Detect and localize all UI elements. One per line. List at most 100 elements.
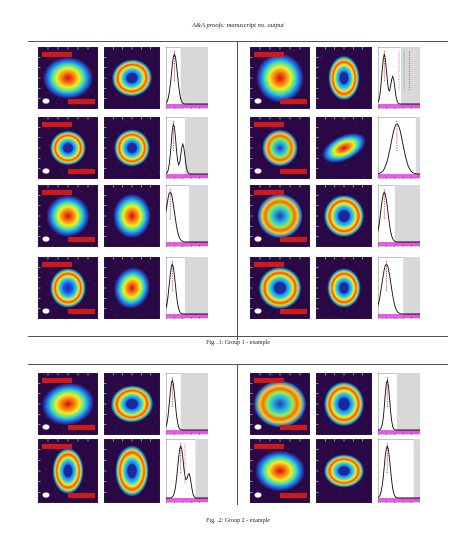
source-name-box: [254, 378, 284, 383]
profile-panel-row4-l: [166, 257, 208, 319]
beam-ellipse: [255, 308, 262, 313]
image-panel-row2-l-obs: [38, 117, 98, 179]
beam-ellipse: [43, 424, 50, 429]
figure-2-top-rule: [28, 364, 448, 365]
profile-panel-row6-l: [166, 439, 208, 503]
image-panel-row5-r-obs: [250, 373, 310, 435]
beam-ellipse: [43, 98, 50, 103]
profile-panel-row6-r: [378, 439, 420, 503]
scale-box: [280, 309, 307, 314]
source-emission: [46, 195, 89, 237]
noise-band: [378, 430, 420, 434]
beam-ellipse: [255, 424, 262, 429]
scale-box: [280, 237, 307, 242]
source-name-box: [254, 444, 284, 449]
profile-panel-row3-l: [166, 185, 208, 247]
beam-ellipse: [43, 492, 50, 497]
noise-band: [166, 104, 208, 108]
image-panel-row3-l-obs: [38, 185, 98, 247]
image-panel-row3-r-obs: [250, 185, 310, 247]
image-panel-row3-l-model: [104, 185, 160, 247]
figure-2-divider: [237, 365, 238, 505]
source-emission: [254, 380, 307, 427]
beam-ellipse: [43, 308, 50, 313]
image-panel-row6-r-obs: [250, 439, 310, 503]
scale-box: [280, 169, 307, 174]
image-panel-row4-r-obs: [250, 257, 310, 319]
image-panel-row6-l-model: [104, 439, 160, 503]
beam-shade: [185, 257, 208, 319]
image-panel-row2-r-model: [316, 117, 372, 179]
beam-shade: [414, 439, 420, 503]
source-emission: [257, 194, 303, 239]
beam-shade: [395, 185, 420, 247]
beam-ellipse: [43, 236, 50, 241]
figure-1-divider: [237, 42, 238, 340]
figure-1-top-rule: [28, 41, 448, 42]
beam-shade: [185, 117, 208, 179]
beam-shade: [416, 117, 420, 179]
scale-box: [68, 425, 95, 430]
noise-band: [166, 498, 208, 502]
image-panel-row1-l-obs: [38, 47, 98, 109]
scale-box: [280, 493, 307, 498]
image-panel-row1-l-model: [104, 47, 160, 109]
beam-shade: [181, 373, 208, 435]
noise-band: [166, 430, 208, 434]
noise-band: [378, 314, 420, 318]
noise-band: [378, 498, 420, 502]
profile-panel-row5-l: [166, 373, 208, 435]
beam-ellipse: [255, 98, 262, 103]
source-name-box: [254, 190, 284, 195]
noise-band: [378, 174, 420, 178]
scale-box: [280, 99, 307, 104]
source-name-box: [254, 262, 284, 267]
beam-shade: [181, 47, 208, 109]
image-panel-row5-r-model: [316, 373, 372, 435]
source-name-box: [42, 190, 72, 195]
beam-ellipse: [43, 168, 50, 173]
profile-panel-row5-r: [378, 373, 420, 435]
image-panel-row5-l-model: [104, 373, 160, 435]
image-panel-row5-l-obs: [38, 373, 98, 435]
figure-2-caption: Fig. .2: Group 2 - example: [0, 518, 476, 524]
profile-panel-row1-r: [378, 47, 420, 109]
image-panel-row2-r-obs: [250, 117, 310, 179]
source-name-box: [42, 52, 72, 57]
image-panel-row6-l-obs: [38, 439, 98, 503]
profile-panel-row1-l: [166, 47, 208, 109]
figure-1-caption: Fig. .1: Group 1 - example: [0, 340, 476, 346]
source-name-box: [42, 262, 72, 267]
image-panel-row4-l-obs: [38, 257, 98, 319]
beam-shade: [195, 439, 208, 503]
source-name-box: [254, 52, 284, 57]
image-panel-row2-l-model: [104, 117, 160, 179]
source-name-box: [254, 122, 284, 127]
noise-band: [166, 242, 208, 246]
source-name-box: [42, 444, 72, 449]
profile-panel-row2-r: [378, 117, 420, 179]
source-name-box: [42, 122, 72, 127]
page-header: A&A proofs: manuscript no. output: [0, 22, 476, 29]
image-panel-row4-r-model: [316, 257, 372, 319]
source-emission: [113, 194, 151, 239]
scale-box: [68, 309, 95, 314]
figure-1-bottom-rule: [28, 336, 448, 337]
beam-ellipse: [255, 168, 262, 173]
noise-band: [166, 314, 208, 318]
source-emission: [262, 129, 298, 166]
profile-panel-row3-r: [378, 185, 420, 247]
source-emission: [255, 451, 305, 492]
source-emission: [256, 53, 304, 103]
noise-band: [378, 242, 420, 246]
source-emission: [43, 57, 93, 99]
image-panel-row6-r-model: [316, 439, 372, 503]
beam-ellipse: [255, 236, 262, 241]
scale-box: [68, 99, 95, 104]
noise-band: [378, 104, 420, 108]
profile-panel-row4-r: [378, 257, 420, 319]
noise-band: [166, 174, 208, 178]
beam-shade: [403, 257, 420, 319]
scale-box: [280, 425, 307, 430]
beam-shade: [397, 373, 420, 435]
